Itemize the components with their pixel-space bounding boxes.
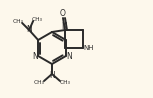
Text: O: O [60,9,66,18]
Text: CH₃: CH₃ [32,16,43,21]
Text: NH: NH [84,45,94,51]
Text: N: N [67,52,72,60]
Text: N: N [49,70,55,79]
Text: N: N [61,21,67,30]
Text: CH₃: CH₃ [60,79,71,84]
Text: CH₃: CH₃ [13,19,24,24]
Text: N: N [26,24,32,34]
Text: N: N [32,52,37,60]
Text: CH₃: CH₃ [34,79,45,84]
